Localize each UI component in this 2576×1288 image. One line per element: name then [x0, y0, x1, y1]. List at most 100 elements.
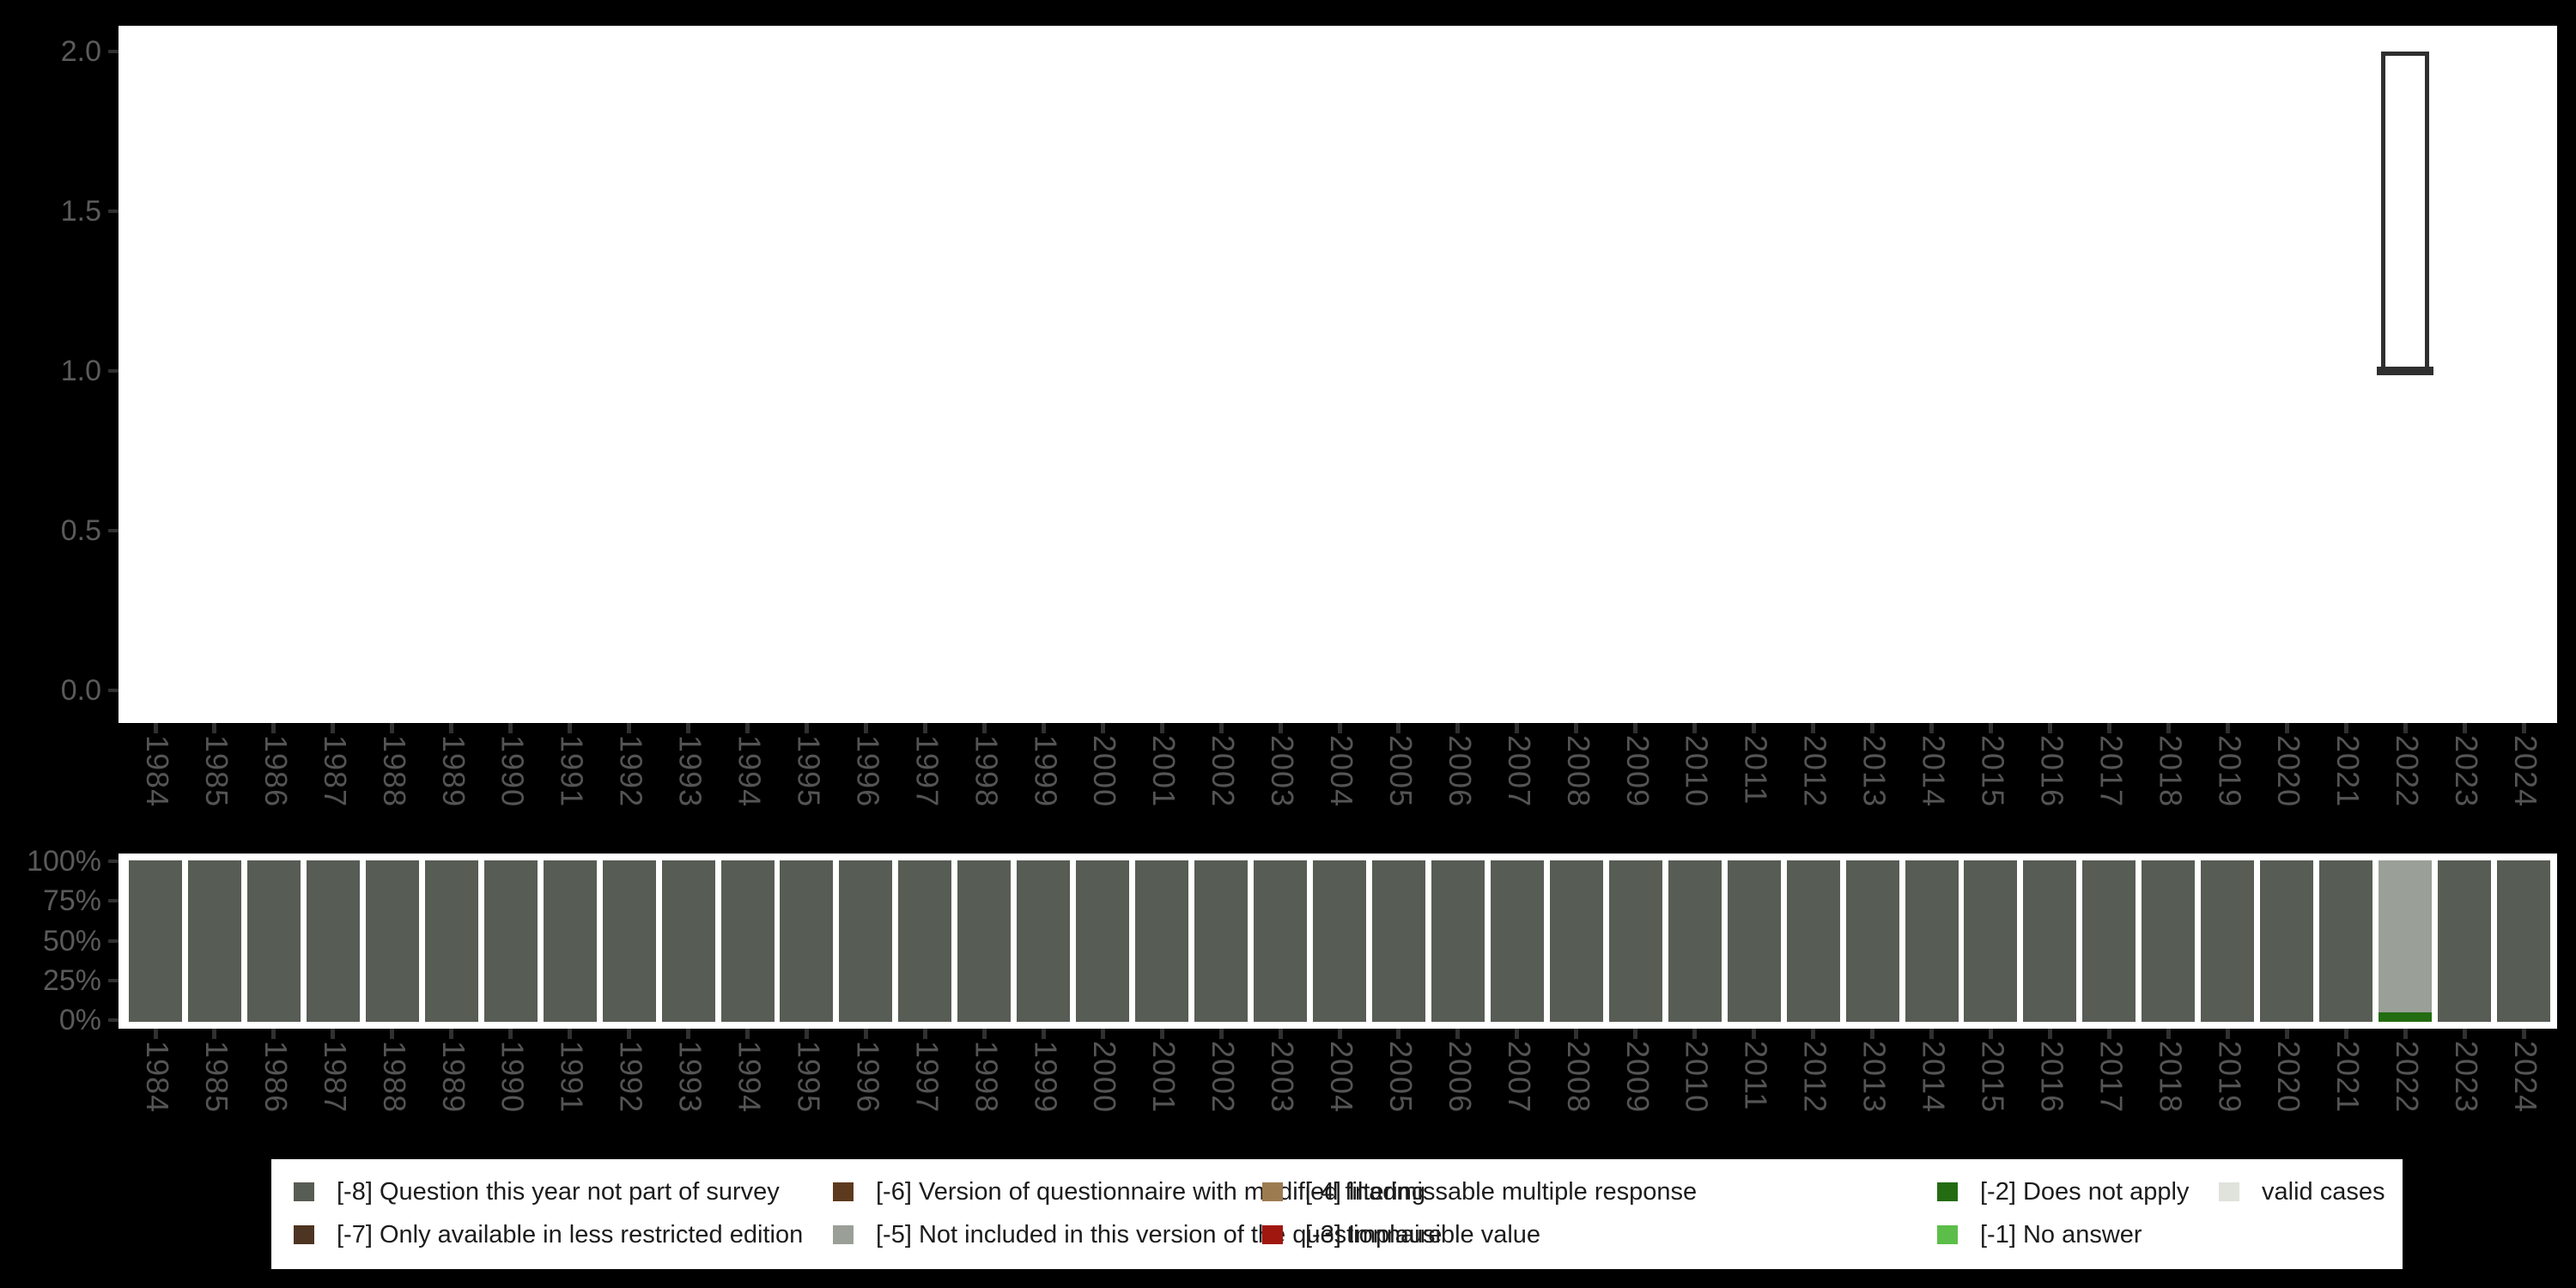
year-tick-label: 2005 [1382, 735, 1419, 808]
x-tick-mark [390, 723, 395, 733]
x-tick-mark [1870, 1029, 1875, 1039]
y-tick-label: 50% [42, 925, 101, 957]
x-tick-mark [1218, 1029, 1224, 1039]
x-tick-mark [1278, 723, 1283, 733]
y-tick-mark [108, 860, 118, 863]
x-tick-mark [686, 723, 691, 733]
bar-segment [2319, 860, 2373, 1022]
x-tick-mark [1337, 1029, 1342, 1039]
y-tick-mark [108, 899, 118, 902]
x-tick-mark [2521, 1029, 2526, 1039]
x-tick-mark [2166, 1029, 2171, 1039]
legend-swatch [294, 1225, 314, 1244]
bar-segment [424, 860, 478, 1022]
x-tick-mark [1752, 1029, 1757, 1039]
x-tick-mark [922, 723, 927, 733]
x-tick-mark [212, 1029, 217, 1039]
x-tick-mark [568, 723, 573, 733]
year-tick-label: 1991 [554, 1041, 590, 1114]
year-tick-label: 2001 [1146, 1041, 1182, 1114]
legend-label: [-8] Question this year not part of surv… [337, 1178, 780, 1206]
x-tick-mark [981, 723, 987, 733]
x-tick-mark [2106, 1029, 2111, 1039]
x-tick-mark [568, 1029, 573, 1039]
bar-segment [483, 860, 538, 1022]
boxplot-median-line [2377, 367, 2434, 375]
x-tick-mark [1100, 1029, 1105, 1039]
year-tick-label: 2017 [2093, 1041, 2129, 1114]
year-tick-label: 2015 [1975, 735, 2011, 808]
x-tick-mark [508, 1029, 513, 1039]
x-tick-mark [1515, 723, 1520, 733]
year-tick-label: 2006 [1442, 1041, 1478, 1114]
x-tick-mark [1455, 723, 1461, 733]
bar-segment [2142, 860, 2196, 1022]
x-tick-mark [1988, 723, 1993, 733]
boxplot-box [2381, 52, 2430, 371]
year-tick-label: 2003 [1265, 735, 1301, 808]
year-tick-label: 2024 [2508, 1041, 2543, 1114]
bar-segment [2023, 860, 2077, 1022]
year-tick-label: 2008 [1560, 1041, 1596, 1114]
year-tick-label: 2012 [1797, 735, 1833, 808]
x-tick-mark [804, 723, 809, 733]
x-tick-mark [2462, 723, 2467, 733]
x-tick-mark [2343, 1029, 2348, 1039]
year-tick-label: 1996 [850, 735, 886, 808]
y-tick-label: 0.5 [60, 514, 101, 547]
bar-segment [1786, 860, 1840, 1022]
bar-segment [1964, 860, 2018, 1022]
x-tick-mark [745, 723, 750, 733]
x-tick-mark [981, 1029, 987, 1039]
x-tick-mark [2343, 723, 2348, 733]
year-tick-label: 2022 [2390, 735, 2426, 808]
bar-segment [1727, 860, 1781, 1022]
bar-segment [1845, 860, 1899, 1022]
legend-label: [-6] Version of questionnaire with modif… [876, 1178, 1425, 1206]
year-tick-label: 1994 [732, 1041, 768, 1114]
year-tick-label: 2014 [1916, 735, 1952, 808]
year-tick-label: 1992 [613, 1041, 649, 1114]
x-tick-mark [1988, 1029, 1993, 1039]
year-tick-label: 1984 [140, 735, 175, 808]
year-tick-label: 2011 [1738, 735, 1774, 805]
bar-segment [661, 860, 715, 1022]
bar-segment [365, 860, 419, 1022]
y-tick-label: 100% [27, 845, 101, 878]
year-tick-label: 1988 [376, 1041, 412, 1114]
bar-segment [1076, 860, 1130, 1022]
x-tick-mark [1752, 723, 1757, 733]
y-tick-mark [108, 369, 118, 373]
x-tick-mark [745, 1029, 750, 1039]
year-tick-label: 2007 [1501, 735, 1537, 808]
bar-segment [1668, 860, 1722, 1022]
year-tick-label: 1993 [672, 735, 708, 808]
bar-segment [2379, 860, 2433, 1012]
bar-segment [1194, 860, 1249, 1022]
year-tick-label: 1991 [554, 735, 590, 808]
bar-segment [306, 860, 360, 1022]
legend-label: [-7] Only available in less restricted e… [337, 1221, 804, 1249]
bar-segment [1371, 860, 1425, 1022]
x-tick-mark [331, 1029, 336, 1039]
legend-label: [-2] Does not apply [1980, 1178, 2190, 1206]
year-tick-label: 2023 [2449, 1041, 2485, 1114]
y-tick-label: 25% [42, 964, 101, 997]
year-tick-label: 2000 [1087, 1041, 1123, 1114]
year-tick-label: 1998 [969, 735, 1005, 808]
year-tick-label: 2018 [2153, 1041, 2189, 1114]
year-tick-label: 2001 [1146, 735, 1182, 808]
year-tick-label: 1989 [435, 1041, 471, 1114]
x-tick-mark [1811, 723, 1816, 733]
x-tick-mark [627, 1029, 632, 1039]
x-tick-mark [2106, 723, 2111, 733]
y-tick-label: 1.0 [60, 355, 101, 387]
x-tick-mark [686, 1029, 691, 1039]
year-tick-label: 2020 [2271, 735, 2307, 808]
year-tick-label: 2007 [1501, 1041, 1537, 1114]
x-tick-mark [153, 723, 158, 733]
x-tick-mark [1811, 1029, 1816, 1039]
bar-segment [246, 860, 301, 1022]
x-tick-mark [2166, 723, 2171, 733]
